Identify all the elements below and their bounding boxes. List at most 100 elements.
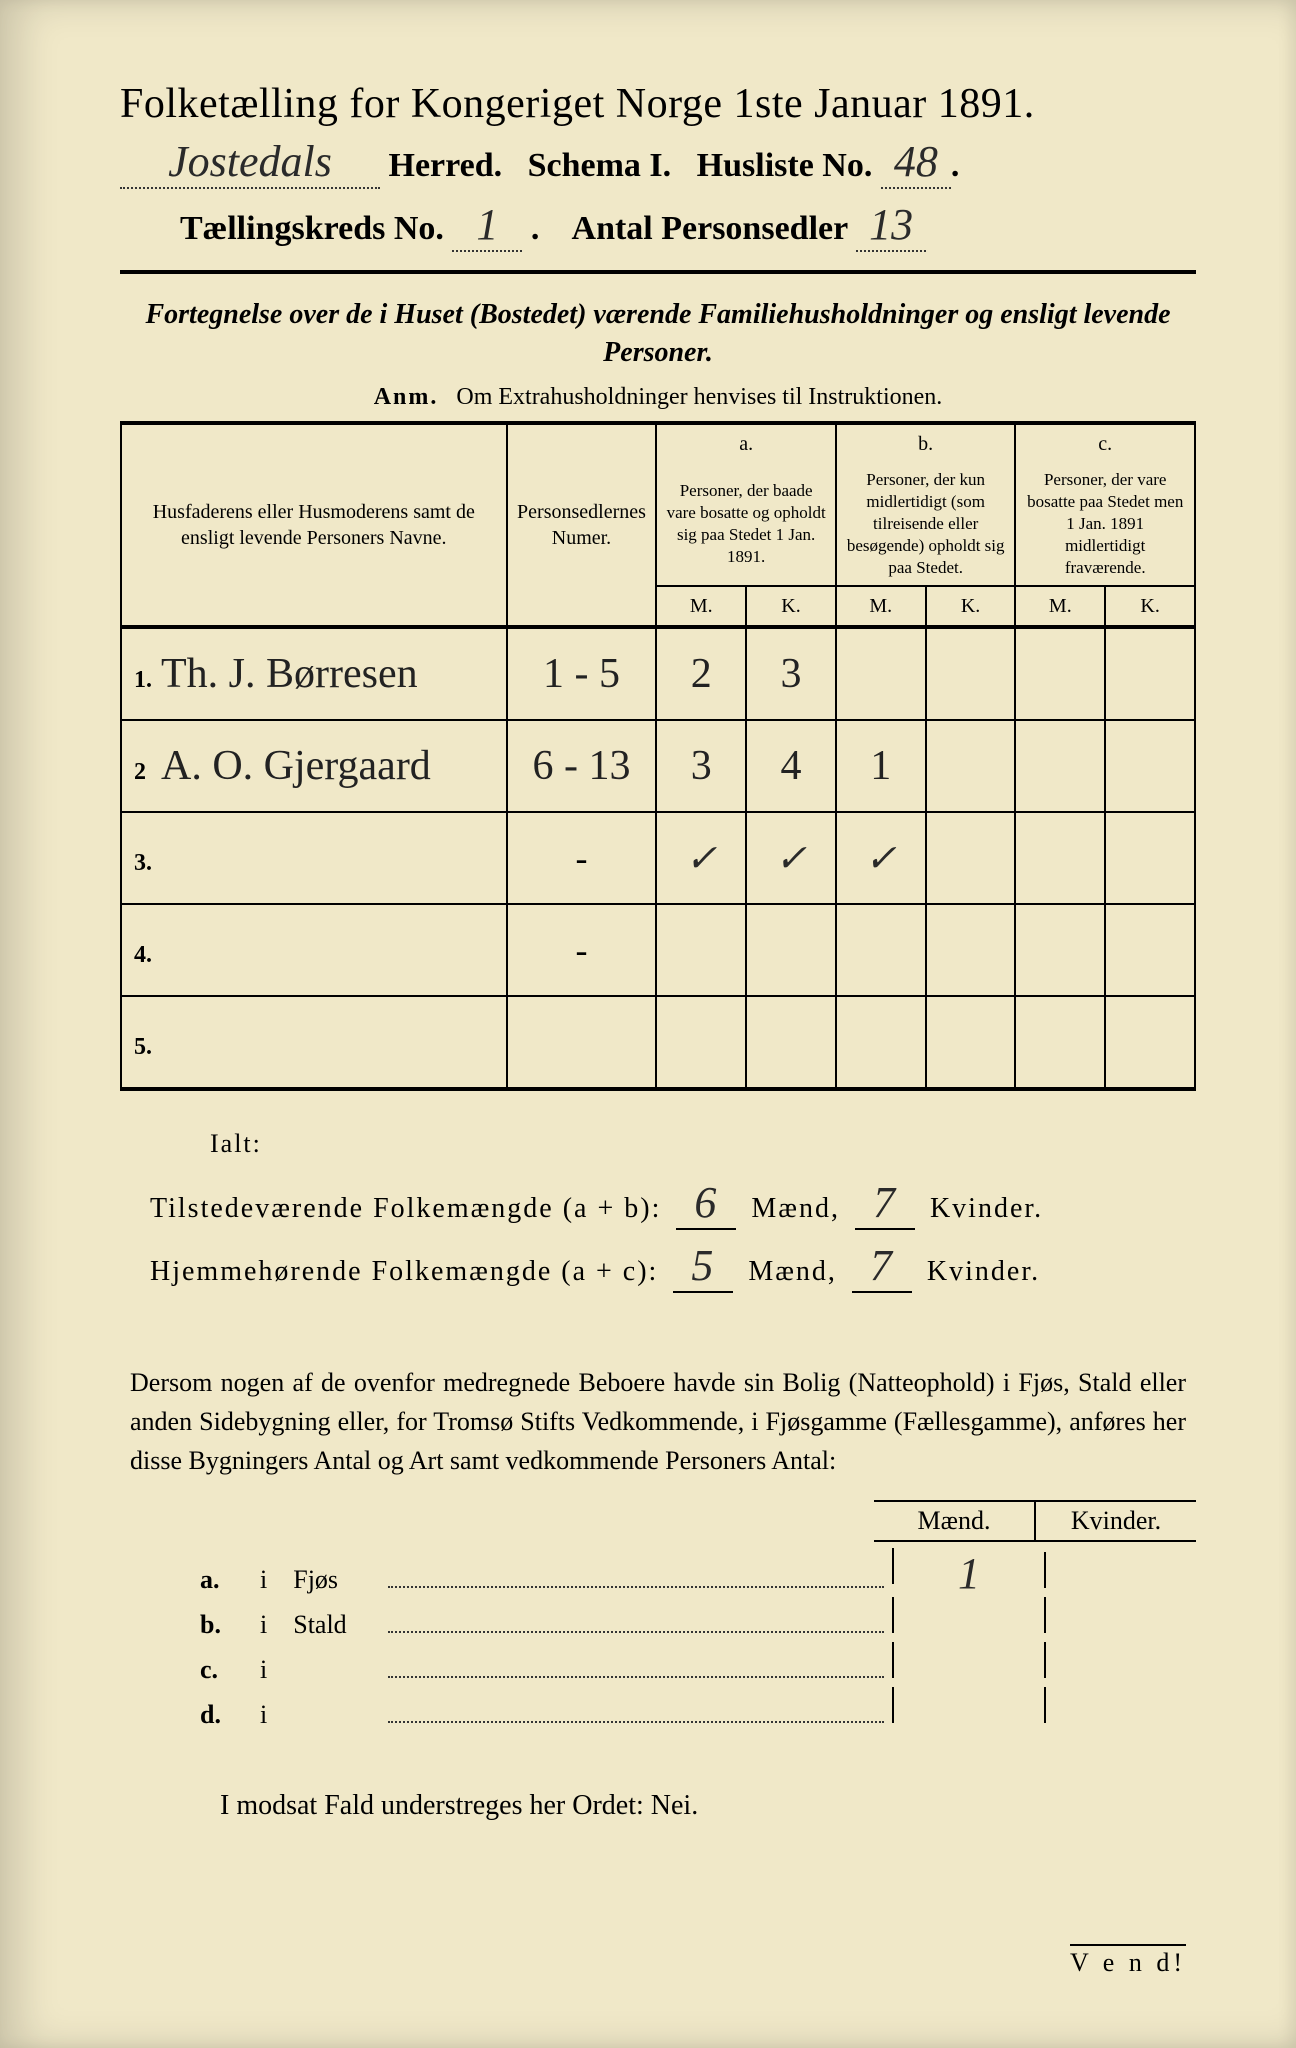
ob-label: d. (200, 1700, 260, 1730)
ob-label: b. (200, 1610, 260, 1640)
ob-label: c. (200, 1655, 260, 1685)
ob-name: Stald (293, 1610, 346, 1639)
col-b-m: M. (836, 586, 926, 627)
col-a-desc: Personer, der baade vare bosatte og opho… (656, 463, 836, 586)
ob-i: i (260, 1610, 267, 1639)
census-form-page: Folketælling for Kongeriget Norge 1ste J… (0, 0, 1296, 2048)
col-b-top: b. (836, 423, 1016, 463)
cell: 3 (691, 743, 712, 789)
ob-label: a. (200, 1565, 260, 1595)
col-c-m: M. (1015, 586, 1105, 627)
col-c-desc: Personer, der vare bosatte paa Stedet me… (1015, 463, 1195, 586)
kvinder-label: Kvinder. (927, 1256, 1040, 1287)
col-header-name: Husfaderens eller Husmoderens samt de en… (121, 423, 507, 627)
table-row: 5. (121, 996, 1195, 1089)
row-num: 1. (134, 667, 152, 694)
total-present-m: 6 (676, 1177, 736, 1230)
ob-m: 1 (892, 1548, 1044, 1584)
row-num: 2 (134, 759, 152, 786)
ob-dots (388, 1676, 884, 1678)
divider (120, 270, 1196, 274)
ob-m (892, 1642, 1044, 1678)
row-name: Th. J. Børresen (161, 651, 418, 697)
table-row: 1. Th. J. Børresen 1 - 5 2 3 (121, 627, 1195, 720)
kvinder-label: Kvinder. (930, 1193, 1043, 1224)
outbuilding-header: Mænd. Kvinder. (200, 1500, 1196, 1542)
ob-row: c. i (200, 1642, 1196, 1685)
anm-text: Om Extrahusholdninger henvises til Instr… (456, 384, 942, 410)
ob-i: i (260, 1700, 267, 1729)
anm-line: Anm. Om Extrahusholdninger henvises til … (120, 384, 1196, 411)
ob-k (1044, 1597, 1196, 1633)
maend-label: Mænd, (748, 1256, 837, 1287)
ob-i: i (260, 1565, 267, 1594)
col-a-top: a. (656, 423, 836, 463)
total-present-label: Tilstedeværende Folkemængde (a + b): (150, 1193, 661, 1224)
ob-name: Fjøs (293, 1565, 338, 1594)
col-c-k: K. (1105, 586, 1195, 627)
row-sedler: 1 - 5 (543, 651, 620, 697)
col-c-top: c. (1015, 423, 1195, 463)
subtitle: Fortegnelse over de i Huset (Bostedet) v… (120, 296, 1196, 372)
total-present: Tilstedeværende Folkemængde (a + b): 6 M… (150, 1177, 1196, 1230)
row-name: A. O. Gjergaard (161, 743, 431, 789)
total-resident: Hjemmehørende Folkemængde (a + c): 5 Mæn… (150, 1240, 1196, 1293)
ob-dots (388, 1586, 884, 1588)
outbuilding-section: Mænd. Kvinder. a. i Fjøs 1 b. i Stald c.… (200, 1500, 1196, 1730)
col-a-k: K. (746, 586, 836, 627)
row-sedler: 6 - 13 (532, 743, 630, 789)
ob-head-k: Kvinder. (1036, 1500, 1196, 1542)
ob-dots (388, 1631, 884, 1633)
ob-head-m: Mænd. (874, 1500, 1036, 1542)
col-header-name-text: Husfaderens eller Husmoderens samt de en… (153, 501, 475, 549)
household-table: Husfaderens eller Husmoderens samt de en… (120, 421, 1196, 1091)
cell: ✓ (865, 838, 897, 880)
herred-value: Jostedals (120, 136, 380, 189)
table-row: 3. - ✓ ✓ ✓ (121, 812, 1195, 904)
ob-row: a. i Fjøs 1 (200, 1548, 1196, 1595)
col-b-desc: Personer, der kun midlertidigt (som tilr… (836, 463, 1016, 586)
cell: 1 (870, 743, 891, 789)
ob-k (1044, 1642, 1196, 1678)
header-line-2: Jostedals Herred. Schema I. Husliste No.… (120, 136, 1196, 189)
row-sedler: - (575, 838, 587, 878)
schema-label: Schema I. (528, 147, 672, 184)
herred-label: Herred. (389, 147, 503, 184)
col-b-k: K. (926, 586, 1016, 627)
cell: ✓ (685, 838, 717, 880)
total-resident-k: 7 (852, 1240, 912, 1293)
ob-m (892, 1687, 1044, 1723)
cell: 2 (691, 651, 712, 697)
total-resident-m: 5 (673, 1240, 733, 1293)
col-a-m: M. (656, 586, 746, 627)
ob-k (1044, 1552, 1196, 1588)
table-row: 4. - (121, 904, 1195, 996)
ob-k (1044, 1687, 1196, 1723)
col-header-number: Personsedlernes Numer. (507, 423, 657, 627)
cell: ✓ (775, 838, 807, 880)
ob-row: d. i (200, 1687, 1196, 1730)
row-sedler: - (575, 930, 587, 970)
ialt-label: Ialt: (210, 1129, 1196, 1159)
ob-row: b. i Stald (200, 1597, 1196, 1640)
row-num: 5. (134, 1034, 152, 1061)
row-num: 4. (134, 942, 152, 969)
cell: 3 (781, 651, 802, 697)
table-row: 2 A. O. Gjergaard 6 - 13 3 4 1 (121, 720, 1195, 812)
husliste-label: Husliste No. (697, 147, 873, 184)
husliste-no: 48 (881, 136, 951, 189)
ob-dots (388, 1721, 884, 1723)
header-line-3: Tællingskreds No. 1 . Antal Personsedler… (120, 199, 1196, 252)
kreds-no: 1 (452, 199, 522, 252)
cell: 4 (781, 743, 802, 789)
total-present-k: 7 (855, 1177, 915, 1230)
page-title: Folketælling for Kongeriget Norge 1ste J… (120, 80, 1196, 128)
outbuilding-paragraph: Dersom nogen af de ovenfor medregnede Be… (130, 1363, 1186, 1480)
kreds-label: Tællingskreds No. (180, 210, 444, 247)
sedler-label: Antal Personsedler (572, 210, 848, 247)
sedler-no: 13 (856, 199, 926, 252)
anm-prefix: Anm. (374, 384, 439, 410)
total-resident-label: Hjemmehørende Folkemængde (a + c): (150, 1256, 658, 1287)
nei-line: I modsat Fald understreges her Ordet: Ne… (220, 1790, 1196, 1822)
maend-label: Mænd, (751, 1193, 840, 1224)
